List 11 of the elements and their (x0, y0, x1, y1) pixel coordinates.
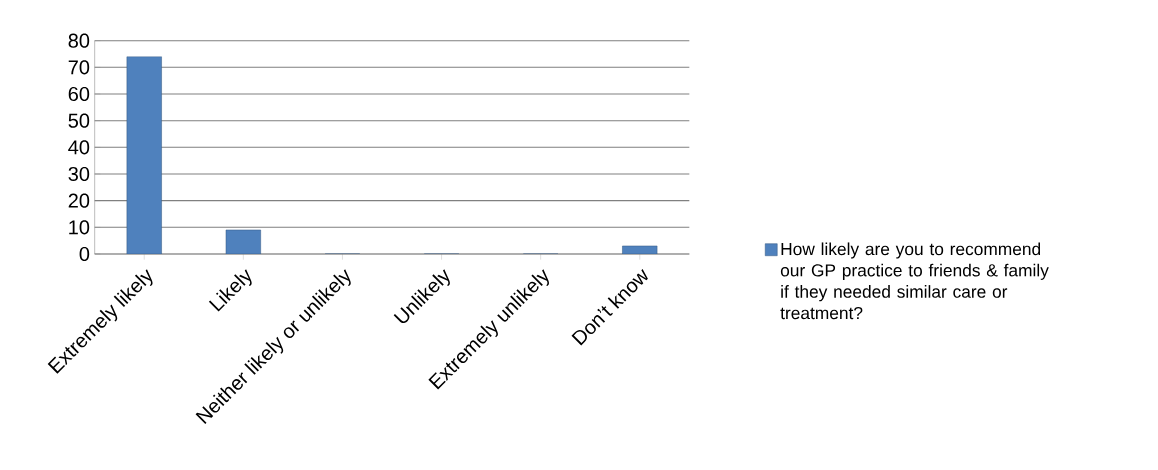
y-tick-label: 80 (68, 33, 90, 48)
y-tick-label: 30 (68, 166, 90, 182)
bar (126, 56, 162, 254)
y-tick-label: 10 (69, 220, 90, 235)
y-tick-label: 0 (79, 246, 90, 262)
y-tick-label: 50 (68, 113, 90, 128)
legend-label: How likely are you to recommend our GP practice to friends & family if they needed similar care or treatment? (780, 242, 1049, 320)
y-tick-label: 20 (68, 193, 90, 208)
y-tick-label: 60 (68, 86, 90, 102)
y-tick-label: 40 (68, 140, 90, 155)
y-tick-label: 70 (68, 60, 90, 75)
